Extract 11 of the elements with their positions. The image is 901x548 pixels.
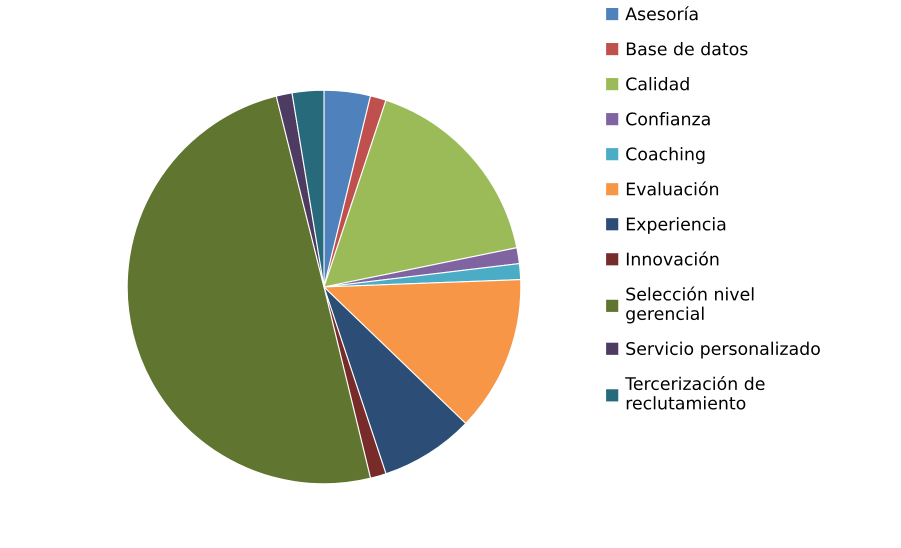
legend-label: Base de datos xyxy=(626,42,748,56)
legend-label: Coaching xyxy=(626,147,704,164)
legend-label: Tercerización de reclutamiento xyxy=(625,376,765,410)
legend-label: Servicio personalizado xyxy=(626,342,820,358)
legend-label: Confianza xyxy=(626,112,710,126)
legend-label: Calidad xyxy=(626,77,689,90)
legend-label: Evaluación xyxy=(626,181,718,196)
legend-label: Selección nivel gerencial xyxy=(626,286,754,324)
legend-label: Asesoría xyxy=(625,6,698,20)
legend-label: Innovación xyxy=(626,251,718,266)
legend-label: Experiencia xyxy=(626,217,726,234)
